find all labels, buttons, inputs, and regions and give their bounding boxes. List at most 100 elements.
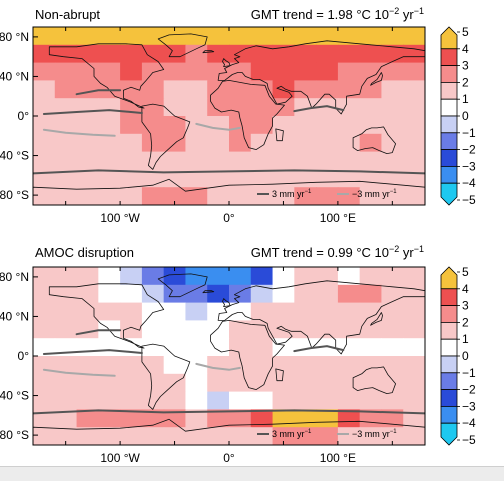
field-cell (120, 409, 143, 428)
field-cell (229, 151, 252, 170)
field-cell (207, 98, 230, 117)
field-cell (403, 391, 425, 410)
field-cell (54, 80, 78, 99)
field-cell (250, 187, 274, 205)
field-cell (120, 427, 143, 445)
field-cell (54, 27, 78, 46)
lat-tick-label: 40 °N (0, 309, 29, 323)
field-cell (403, 302, 425, 321)
field-cell (141, 27, 165, 46)
field-cell (163, 169, 187, 188)
field-cell (33, 302, 56, 321)
field-cell (120, 133, 143, 153)
field-cell (141, 267, 165, 286)
field-cell (141, 98, 165, 117)
field-cell (294, 284, 317, 304)
field-cell (185, 356, 208, 375)
field-cell (120, 284, 143, 304)
field-cell (185, 284, 208, 304)
field-cell (98, 187, 121, 205)
field-cell (294, 44, 317, 64)
field-cell (359, 133, 383, 153)
field-cell (98, 151, 121, 170)
field-cell (381, 151, 404, 170)
field-cell (403, 27, 425, 46)
field-cell (76, 320, 99, 339)
field-cell (403, 44, 425, 64)
field-cell (120, 27, 143, 46)
field-cell (272, 187, 295, 205)
field-cell (54, 187, 78, 205)
field-cell (207, 116, 230, 135)
field-cell (229, 80, 252, 99)
field-cell (141, 427, 165, 445)
field-cell (250, 391, 274, 410)
field-cell (316, 80, 339, 99)
contour-legend: 3 mm yr−1 −3 mm yr−1 (257, 429, 397, 439)
field-cell (163, 302, 187, 321)
field-cell (98, 44, 121, 64)
field-cell (359, 356, 383, 375)
precip-contour-line (293, 345, 345, 353)
field-cell (272, 98, 295, 117)
field-cell (163, 116, 187, 135)
field-cell (250, 338, 274, 357)
field-cell (207, 302, 230, 321)
field-cell (229, 338, 252, 357)
field-cell (120, 44, 143, 64)
field-cell (250, 151, 274, 170)
coastline (33, 418, 425, 445)
panel-amoc-disruption: AMOC disruption GMT trend = 0.99 °C 10−2… (0, 244, 476, 465)
window-bottom-bar (0, 466, 504, 481)
colorbar-segment (440, 182, 458, 206)
field-cell (316, 320, 339, 339)
field-cell (316, 284, 339, 304)
colorbar-segment (440, 98, 458, 117)
colorbar-tick-label: −2 (462, 143, 476, 157)
field-cell (250, 169, 274, 188)
field-cell (359, 284, 383, 304)
field-cell (141, 356, 165, 375)
field-cell (141, 391, 165, 410)
field-cell (163, 338, 187, 357)
colorbar-tick-label: 0 (462, 349, 469, 363)
colorbar: 5 4 3 2 1 0 −1 −2 −3 −4 −5 (440, 25, 476, 207)
colorbar-tick-label: −1 (462, 126, 476, 140)
colorbar-tick-label: −4 (462, 416, 476, 430)
field-cell (33, 267, 56, 286)
figure: Non-abrupt GMT trend = 1.98 °C 10−2 yr−1… (0, 6, 476, 465)
field-cell (141, 62, 165, 81)
field-cell (316, 44, 339, 64)
field-cell (316, 27, 339, 46)
colorbar-tick-label: 2 (462, 75, 469, 89)
field-cell (141, 373, 165, 393)
field-cell (381, 80, 404, 99)
field-cell (98, 27, 121, 46)
coastline (157, 273, 208, 298)
field-cell (359, 373, 383, 393)
field-cell (76, 302, 99, 321)
field-cell (207, 133, 230, 153)
field-cell (141, 302, 165, 321)
field-cell (294, 151, 317, 170)
colorbar-segment (440, 338, 458, 357)
field-cell (359, 338, 383, 357)
colorbar-segment (440, 266, 458, 290)
colorbar-segment (440, 321, 458, 340)
field-cell (272, 133, 295, 153)
colorbar-tick-label: −1 (462, 366, 476, 380)
contour-legend-label: 3 mm yr−1 (272, 429, 312, 439)
field-cell (337, 320, 361, 339)
latitude-axis: 80 °N 40 °N 0° 40 °S 80 °S (0, 30, 38, 202)
field-cell (250, 27, 274, 46)
colorbar-segment (440, 355, 458, 374)
field-cell (337, 427, 361, 445)
field-cell (54, 133, 78, 153)
precip-contour-line (195, 122, 241, 131)
lat-tick-label: 80 °S (0, 428, 29, 442)
field-cell (229, 373, 252, 393)
field-cell (33, 151, 56, 170)
field-cell (120, 151, 143, 170)
field-cell (316, 409, 339, 428)
field-cell (316, 356, 339, 375)
